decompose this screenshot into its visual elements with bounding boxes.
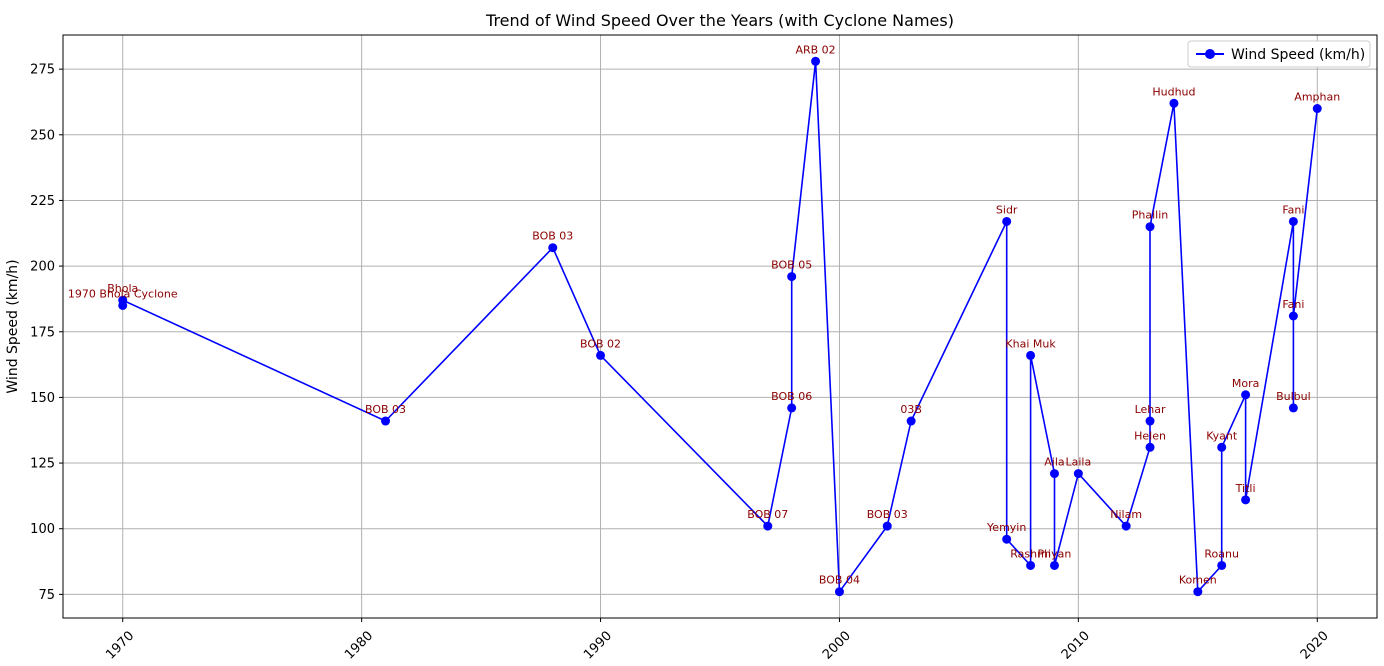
point-label: BOB 06 [771,390,812,403]
series-wind-speed [118,56,1322,597]
data-point [1288,403,1298,413]
legend-box [1187,40,1371,68]
point-label: Nilam [1110,508,1142,521]
data-point [1193,587,1203,597]
point-label: Bhola [107,282,138,295]
point-label: Helen [1134,429,1166,442]
data-point [834,587,844,597]
point-label: BOB 07 [747,508,788,521]
legend-marker-swatch [1205,49,1215,59]
point-label: Lehar [1135,403,1166,416]
point-label: ARB 02 [795,43,835,56]
data-point [1026,350,1036,360]
chart-title: Trend of Wind Speed Over the Years (with… [485,11,954,30]
x-tick-label: 1980 [342,629,376,663]
point-label: 03B [900,403,922,416]
x-tick-label: 2010 [1059,629,1093,663]
data-point [1049,560,1059,570]
y-tick-label: 100 [30,522,55,537]
data-point [882,521,892,531]
point-label: Titli [1235,482,1256,495]
data-point [1312,104,1322,114]
point-label: Mora [1232,377,1259,390]
point-label: Rashmi [1010,547,1051,560]
y-tick-label: 175 [30,325,55,340]
data-point [1049,469,1059,479]
point-label: Fani [1282,298,1304,311]
legend: Wind Speed (km/h) [1187,40,1371,68]
y-tick-label: 75 [38,588,55,603]
point-label: BOB 04 [819,574,860,587]
data-point [118,295,128,305]
grid-lines [63,35,1377,618]
data-point [1241,495,1251,505]
point-label: Komen [1179,574,1217,587]
point-label: Aila [1044,456,1064,469]
point-label: BOB 03 [365,403,406,416]
data-point [1002,216,1012,226]
point-label: Khai Muk [1005,337,1056,350]
y-axis: 75 100 125 150 175 200 225 250 275 [30,63,63,603]
point-label: Yemyin [986,521,1026,534]
y-tick-label: 200 [30,260,55,275]
point-label: BOB 05 [771,259,812,272]
data-point [1288,216,1298,226]
data-point [1002,534,1012,544]
data-point [787,272,797,282]
point-label: Laila [1065,456,1091,469]
data-point [1073,469,1083,479]
x-tick-label: 1990 [581,629,615,663]
data-point [1145,442,1155,452]
data-point [906,416,916,426]
data-point [787,403,797,413]
y-tick-label: 150 [30,391,55,406]
data-point [811,56,821,66]
x-tick-label: 2000 [820,629,854,663]
data-point [548,243,558,253]
data-point [1217,560,1227,570]
data-point [381,416,391,426]
x-tick-label: 1970 [103,629,137,663]
data-point [596,350,606,360]
point-label: BOB 03 [532,230,573,243]
y-tick-label: 225 [30,194,55,209]
y-tick-label: 125 [30,457,55,472]
point-label: Sidr [996,203,1018,216]
point-label: Kyant [1206,429,1238,442]
data-point [763,521,773,531]
point-label: 1970 Bhola Cyclone [68,287,178,300]
point-label: Phailin [1132,209,1169,222]
y-tick-label: 250 [30,128,55,143]
x-tick-label: 2020 [1298,629,1332,663]
data-point [1121,521,1131,531]
data-point [1145,222,1155,232]
x-axis: 1970 1980 1990 2000 2010 2020 [103,618,1332,663]
data-point [1169,98,1179,108]
data-point [1217,442,1227,452]
legend-label: Wind Speed (km/h) [1231,47,1365,63]
point-label: Fani [1282,203,1304,216]
point-label: Bulbul [1276,390,1311,403]
point-label: BOB 03 [867,508,908,521]
point-label: Roanu [1204,547,1239,560]
data-point [1145,416,1155,426]
plot-frame [62,34,1378,619]
point-label: Phyan [1038,547,1072,560]
y-tick-label: 275 [30,63,55,78]
point-label: Hudhud [1152,85,1195,98]
y-axis-label: Wind Speed (km/h) [5,259,21,393]
data-point [1241,390,1251,400]
point-label: Amphan [1294,91,1340,104]
data-point [1288,311,1298,321]
point-label: BOB 02 [580,337,621,350]
data-point [1026,560,1036,570]
